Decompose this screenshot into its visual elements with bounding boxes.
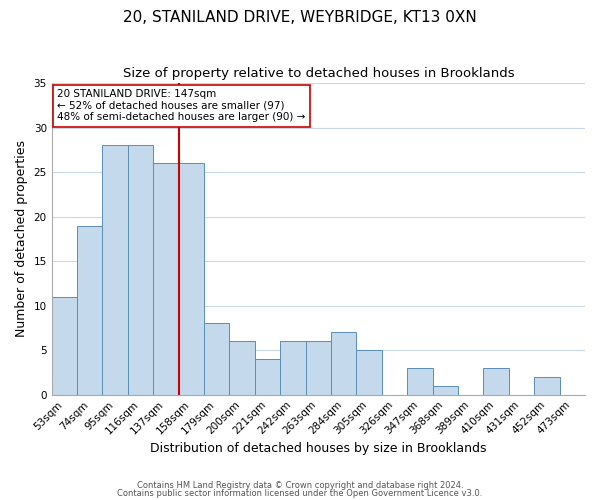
Bar bbox=[103, 146, 128, 394]
X-axis label: Distribution of detached houses by size in Brooklands: Distribution of detached houses by size … bbox=[150, 442, 487, 455]
Bar bbox=[128, 146, 153, 394]
Bar bbox=[305, 342, 331, 394]
Bar bbox=[407, 368, 433, 394]
Bar bbox=[534, 377, 560, 394]
Bar bbox=[280, 342, 305, 394]
Bar bbox=[331, 332, 356, 394]
Bar bbox=[356, 350, 382, 395]
Text: 20, STANILAND DRIVE, WEYBRIDGE, KT13 0XN: 20, STANILAND DRIVE, WEYBRIDGE, KT13 0XN bbox=[123, 10, 477, 25]
Text: 20 STANILAND DRIVE: 147sqm
← 52% of detached houses are smaller (97)
48% of semi: 20 STANILAND DRIVE: 147sqm ← 52% of deta… bbox=[57, 90, 305, 122]
Bar bbox=[179, 163, 204, 394]
Bar bbox=[433, 386, 458, 394]
Bar bbox=[77, 226, 103, 394]
Bar bbox=[52, 297, 77, 394]
Bar bbox=[229, 342, 255, 394]
Bar bbox=[204, 324, 229, 394]
Bar bbox=[255, 359, 280, 394]
Title: Size of property relative to detached houses in Brooklands: Size of property relative to detached ho… bbox=[122, 68, 514, 80]
Text: Contains public sector information licensed under the Open Government Licence v3: Contains public sector information licen… bbox=[118, 488, 482, 498]
Bar bbox=[153, 163, 179, 394]
Text: Contains HM Land Registry data © Crown copyright and database right 2024.: Contains HM Land Registry data © Crown c… bbox=[137, 481, 463, 490]
Bar bbox=[484, 368, 509, 394]
Y-axis label: Number of detached properties: Number of detached properties bbox=[15, 140, 28, 338]
